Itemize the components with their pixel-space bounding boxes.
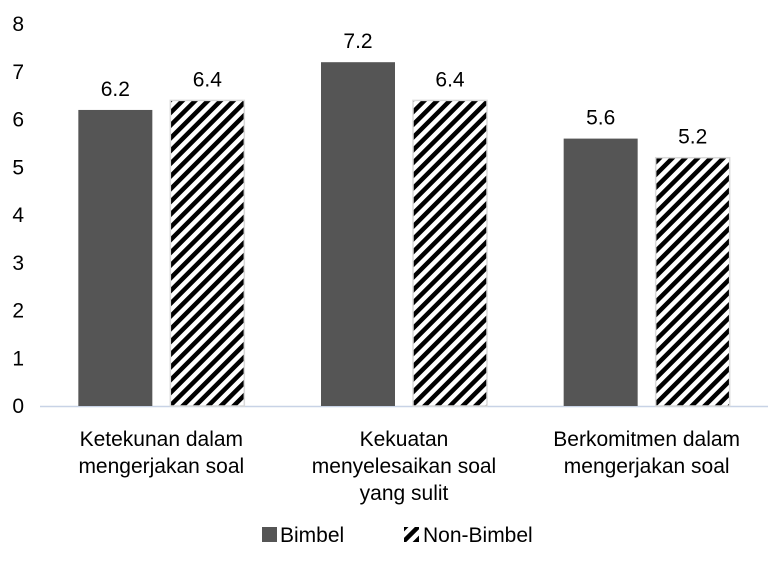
y-tick-label: 0 [12,395,24,418]
category-label: menyelesaikan soal [312,455,496,478]
category-label: mengerjakan soal [78,455,244,478]
bar-bimbel-1 [78,109,153,406]
y-tick-label: 8 [12,13,24,36]
data-label: 5.6 [586,107,615,130]
legend: Bimbel Non-Bimbel [262,524,533,547]
y-tick-label: 2 [12,300,24,323]
y-tick-label: 7 [12,61,24,84]
category-label: Berkomitmen dalam [553,428,740,451]
data-label: 6.2 [101,78,130,101]
legend-label-non-bimbel: Non-Bimbel [423,524,533,547]
category-label: mengerjakan soal [564,455,730,478]
bar-non-bimbel-2 [412,99,488,407]
y-tick-label: 1 [12,347,24,370]
legend-swatch-non-bimbel [404,527,419,542]
y-tick-label: 4 [12,204,24,227]
category-label: Ketekunan dalam [80,428,243,451]
bars [78,62,731,407]
data-label: 5.2 [678,126,707,149]
bar-bimbel-2 [321,62,395,406]
bar-non-bimbel-3 [654,156,731,407]
y-tick-label: 3 [12,252,24,275]
category-label: yang sulit [360,482,449,505]
category-label: Kekuatan [360,428,449,451]
legend-swatch-bimbel [262,527,277,542]
data-label: 6.4 [435,68,465,91]
y-axis: 0 1 2 3 4 5 6 7 8 [12,13,24,418]
category-labels: Ketekunan dalam mengerjakan soal Kekuatan m… [78,428,740,505]
y-tick-label: 5 [12,156,24,179]
data-labels: 6.2 6.4 7.2 6.4 5.6 5.2 [101,30,708,149]
data-label: 6.4 [193,68,223,91]
y-tick-label: 6 [12,109,24,132]
bar-non-bimbel-1 [169,99,246,407]
bar-bimbel-3 [563,138,638,406]
legend-label-bimbel: Bimbel [280,524,344,547]
data-label: 7.2 [343,30,372,53]
